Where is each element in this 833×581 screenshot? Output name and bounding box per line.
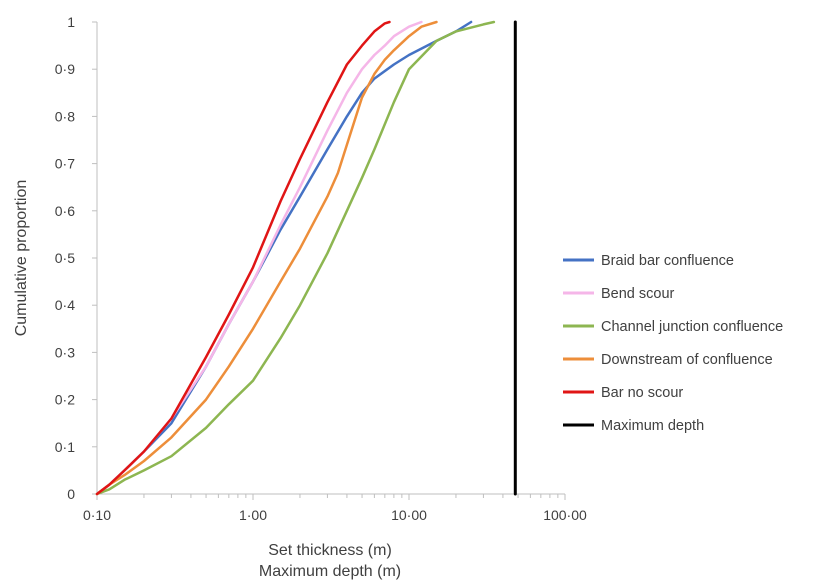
x-axis-title-secondary: Maximum depth (m) (259, 563, 401, 580)
y-tick-label: 0·4 (55, 297, 75, 313)
series-line-channel-junction-confluence (95, 20, 496, 496)
y-tick-label: 0·8 (55, 108, 75, 124)
series-line-bend-scour (95, 20, 423, 496)
series-line-bar-no-scour (95, 20, 391, 496)
series-line-downstream-of-confluence (95, 20, 438, 496)
x-tick-label: 1·00 (239, 507, 267, 523)
y-tick-label: 0 (67, 486, 75, 502)
legend-label: Channel junction confluence (601, 319, 783, 335)
series-line-braid-bar-confluence (95, 20, 473, 496)
legend-label: Braid bar confluence (601, 253, 734, 269)
legend-label: Downstream of confluence (601, 352, 773, 368)
y-tick-label: 0·7 (55, 156, 75, 172)
y-tick-label: 0·6 (55, 203, 75, 219)
legend-label: Bar no scour (601, 385, 683, 401)
legend-label: Maximum depth (601, 418, 704, 434)
y-tick-label: 0·3 (55, 344, 75, 360)
y-tick-label: 0·9 (55, 61, 75, 77)
y-tick-label: 1 (67, 14, 75, 30)
y-axis-title: Cumulative proportion (13, 180, 30, 337)
y-tick-label: 0·2 (55, 392, 75, 408)
y-tick-label: 0·1 (55, 439, 75, 455)
x-axis-title: Set thickness (m) (268, 542, 392, 559)
x-tick-label: 10·00 (391, 507, 427, 523)
x-tick-label: 100·00 (543, 507, 587, 523)
legend: Braid bar confluence Bend scour Channel ju… (563, 253, 783, 434)
x-tick-label: 0·10 (83, 507, 111, 523)
legend-label: Bend scour (601, 286, 675, 302)
y-tick-label: 0·5 (55, 250, 75, 266)
